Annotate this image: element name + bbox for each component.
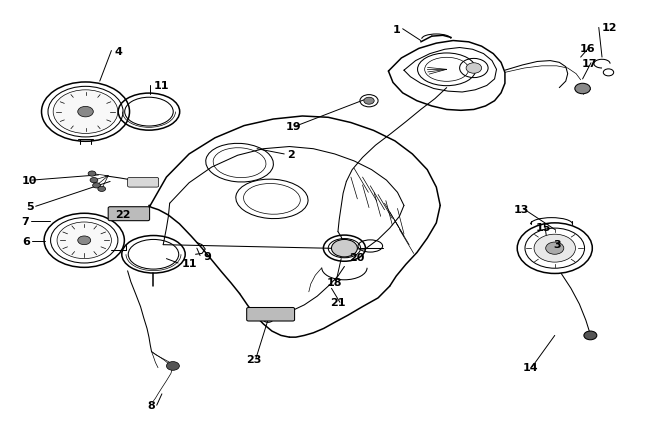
Text: 9: 9 [203,251,211,261]
Text: 18: 18 [326,277,342,287]
Text: 1: 1 [393,25,400,35]
Circle shape [90,178,98,184]
Text: 19: 19 [286,122,302,132]
Circle shape [78,237,91,245]
Circle shape [546,243,564,254]
Text: 15: 15 [536,223,551,233]
Text: 14: 14 [523,362,538,372]
Circle shape [166,362,179,371]
Circle shape [575,84,590,95]
Text: 20: 20 [350,252,365,262]
Text: 3: 3 [553,239,561,249]
Text: 11: 11 [181,258,197,268]
FancyBboxPatch shape [127,178,159,187]
Circle shape [584,331,597,340]
Text: 23: 23 [246,354,261,364]
Text: 12: 12 [602,23,617,33]
Circle shape [534,235,575,262]
Text: 10: 10 [22,176,38,186]
Text: 6: 6 [22,237,30,247]
Text: 4: 4 [114,46,123,57]
FancyBboxPatch shape [247,308,294,321]
Circle shape [53,91,118,134]
Text: 21: 21 [330,297,346,307]
Circle shape [364,98,374,105]
Text: 7: 7 [21,216,29,226]
Text: 11: 11 [153,81,169,91]
Text: 8: 8 [147,400,155,410]
Circle shape [57,223,111,259]
Text: 5: 5 [26,202,34,212]
Text: 17: 17 [581,59,597,69]
Circle shape [466,64,482,74]
Text: 13: 13 [514,205,529,215]
Circle shape [78,107,94,117]
Circle shape [88,172,96,177]
Text: 2: 2 [287,150,295,159]
Circle shape [98,187,105,192]
Text: 16: 16 [579,43,595,53]
Text: 22: 22 [114,210,130,219]
Circle shape [332,240,358,257]
Circle shape [93,184,100,188]
FancyBboxPatch shape [108,207,150,221]
